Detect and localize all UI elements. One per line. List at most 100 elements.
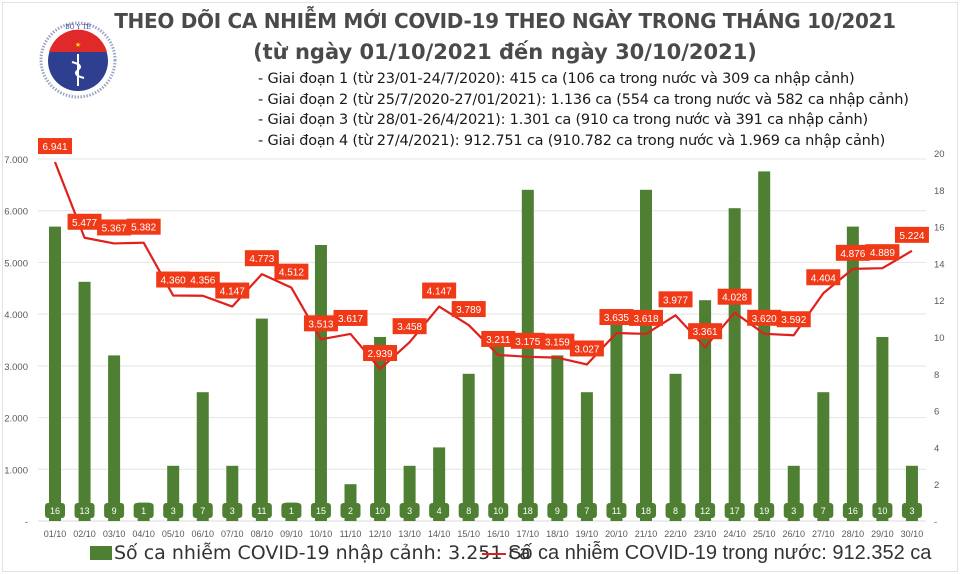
line-data-label-bg (747, 309, 782, 326)
line-data-label-bg (451, 301, 486, 318)
line-data-label: 5.367 (102, 223, 127, 234)
line-data-label-bg (244, 250, 279, 267)
bar-data-label: 13 (80, 506, 90, 516)
legend-label-domestic: Số ca nhiễm COVID-19 trong nước: 912.352… (508, 542, 932, 564)
bar-data-label: 12 (700, 506, 710, 516)
line-data-label-bg (894, 226, 929, 243)
bar-data-label-bg (665, 503, 686, 518)
x-axis-tick: 16/10 (487, 529, 510, 539)
bar-data-label-bg (724, 503, 745, 518)
bar-data-label: 10 (493, 506, 503, 516)
x-axis-tick: 30/10 (901, 529, 924, 539)
bar-data-label: 11 (257, 506, 266, 516)
svg-text:★: ★ (75, 41, 81, 49)
bar-data-label-bg (192, 503, 213, 518)
line-data-label: 4.773 (249, 254, 274, 265)
bar-data-label-bg (547, 503, 568, 518)
bar-data-label-bg (458, 503, 479, 518)
line-data-label: 3.361 (693, 327, 718, 338)
bar-imported-15/10 (462, 373, 475, 521)
right-axis-tick: 6 (934, 407, 939, 418)
bar-data-label-bg (429, 503, 450, 518)
x-axis-tick: 04/10 (132, 529, 155, 539)
bar-data-label-bg (901, 503, 922, 518)
line-data-label: 4.356 (190, 276, 215, 287)
ministry-of-health-logo: ★ BỘ Y TẾ (39, 21, 117, 99)
line-data-label: 5.477 (72, 218, 97, 229)
line-data-label-bg (776, 311, 811, 328)
bar-imported-18/10 (551, 355, 564, 521)
line-data-label: 4.512 (279, 268, 304, 279)
bar-data-label-bg (488, 503, 509, 518)
bar-imported-23/10 (699, 300, 712, 521)
line-data-label: 3.635 (604, 313, 629, 324)
right-axis-tick: 4 (934, 443, 939, 454)
bar-data-label: 7 (200, 506, 205, 516)
line-data-label-bg (363, 345, 398, 362)
left-axis-tick: 5.000 (4, 258, 28, 269)
bar-data-label: 3 (909, 506, 914, 516)
x-axis-tick: 24/10 (723, 529, 746, 539)
x-axis-tick: 14/10 (428, 529, 451, 539)
line-data-label: 3.211 (486, 335, 511, 346)
bar-data-label-bg (133, 503, 154, 518)
bar-data-label-bg (576, 503, 597, 518)
line-data-label-bg (185, 271, 220, 288)
bar-data-label: 2 (348, 506, 353, 516)
line-data-label-bg (303, 315, 338, 332)
left-axis-tick: 6.000 (4, 207, 28, 218)
line-data-label-bg (392, 318, 427, 335)
bar-data-label-bg (281, 503, 302, 518)
line-data-label: 4.147 (220, 287, 245, 298)
bar-imported-03/10 (108, 355, 121, 521)
line-data-label: 4.147 (427, 287, 452, 298)
line-data-label-bg (156, 271, 191, 288)
bar-data-label-bg (872, 503, 893, 518)
bar-imported-28/10 (846, 226, 859, 521)
bar-imported-21/10 (640, 189, 652, 522)
legend-line-swatch (482, 552, 506, 555)
line-data-label: 3.175 (515, 337, 540, 348)
x-axis-tick: 23/10 (694, 529, 717, 539)
line-data-label-bg (215, 282, 250, 299)
stage-2-summary: - Giai đoạn 2 (từ 25/7/2020-27/01/2021):… (258, 92, 909, 108)
bar-data-label-bg (370, 503, 391, 518)
line-data-label: 3.977 (663, 295, 688, 306)
right-axis-tick: 20 (934, 149, 945, 160)
legend-item-imported: Số ca nhiễm COVID-19 nhập cảnh: 3.251 ca (90, 542, 531, 564)
x-axis-tick: 09/10 (280, 529, 303, 539)
bar-data-label: 1 (141, 506, 146, 516)
x-axis-tick: 07/10 (221, 529, 244, 539)
x-axis-tick: 03/10 (103, 529, 126, 539)
left-axis-tick: 3.000 (4, 362, 28, 373)
x-axis-tick: 05/10 (162, 529, 185, 539)
x-axis-tick: 02/10 (73, 529, 96, 539)
x-axis-tick: 18/10 (546, 529, 569, 539)
right-axis-tick: 16 (934, 223, 945, 234)
bar-imported-20/10 (610, 318, 623, 521)
bar-data-label-bg (606, 503, 627, 518)
bar-data-label-bg (104, 503, 125, 518)
bar-data-label-bg (163, 503, 184, 518)
line-data-label: 5.382 (131, 223, 156, 234)
x-axis-tick: 08/10 (251, 529, 274, 539)
line-data-label: 3.592 (781, 315, 806, 326)
line-data-label: 4.876 (840, 249, 865, 260)
line-data-label: 3.159 (545, 338, 570, 349)
bar-imported-01/10 (49, 226, 61, 521)
line-data-label-bg (658, 291, 693, 308)
bar-imported-16/10 (492, 337, 505, 521)
line-data-label-bg (717, 288, 752, 305)
line-data-label-bg (540, 333, 575, 350)
bar-data-label: 18 (641, 506, 651, 516)
bar-data-label: 16 (848, 506, 858, 516)
bar-data-label-bg (842, 503, 863, 518)
line-data-label-bg (481, 330, 516, 347)
line-data-label: 6.941 (42, 142, 67, 153)
bar-imported-25/10 (758, 171, 771, 521)
x-axis-tick: 15/10 (457, 529, 480, 539)
bar-data-label: 3 (407, 506, 412, 516)
bar-data-label: 15 (316, 506, 326, 516)
